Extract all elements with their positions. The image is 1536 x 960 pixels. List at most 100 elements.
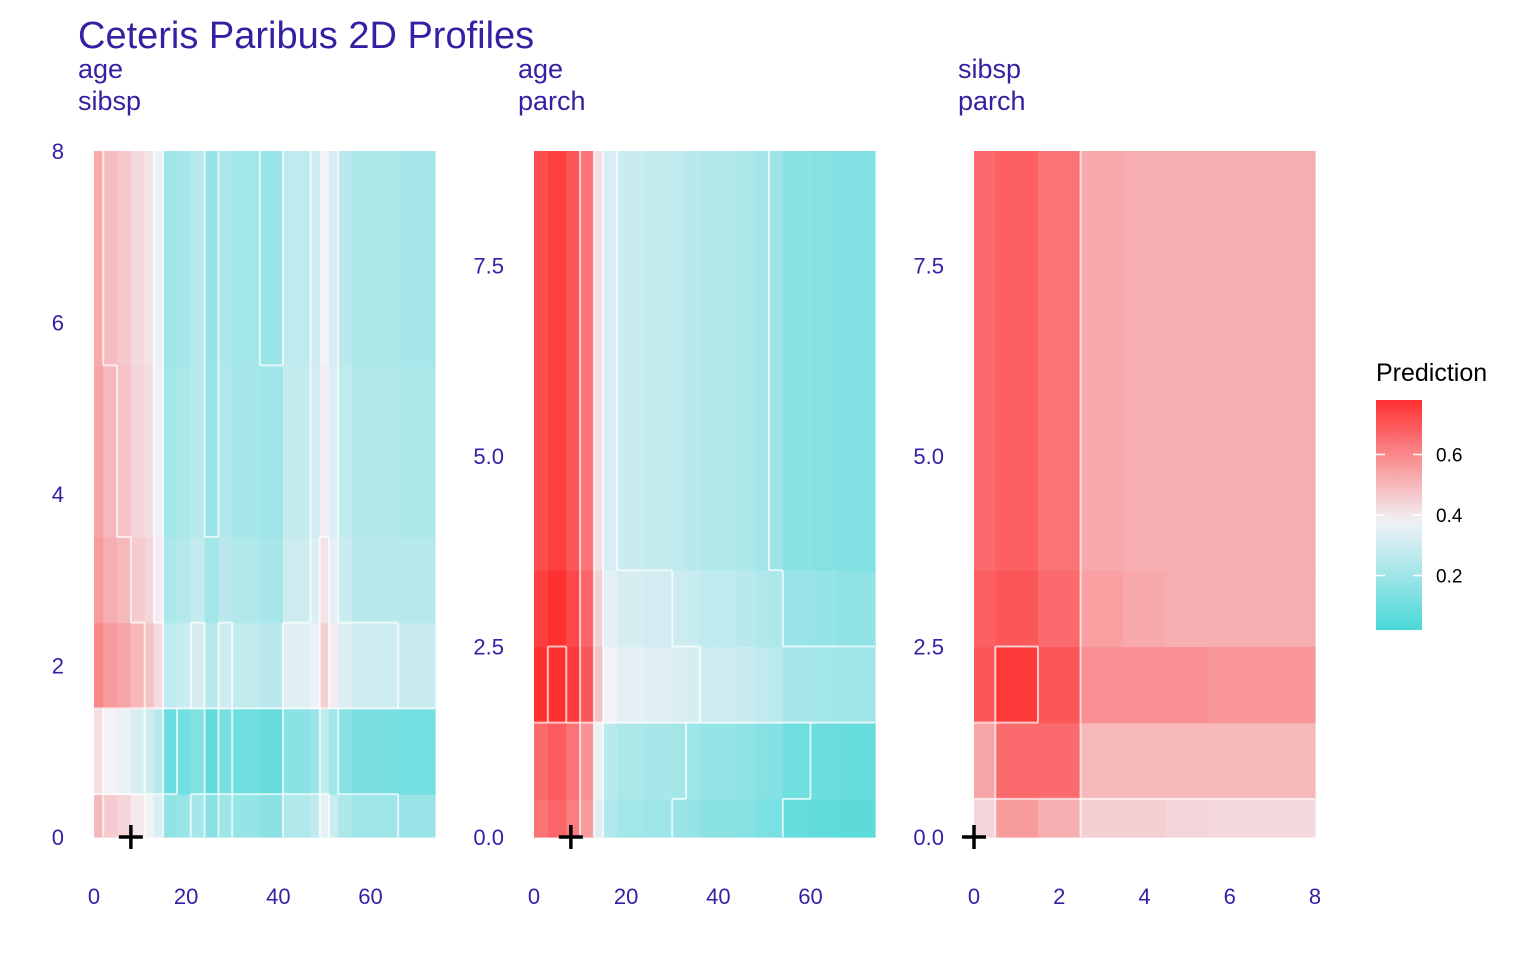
heatmap-tile — [974, 722, 996, 800]
heatmap-tile — [755, 798, 770, 838]
heatmap-tile — [782, 646, 812, 724]
heatmap-tile — [319, 794, 330, 838]
heatmap-tile — [103, 708, 118, 795]
heatmap-tile — [736, 722, 756, 800]
heatmap-tile — [282, 708, 312, 795]
heatmap-tile — [398, 365, 436, 538]
y-tick-label: 6 — [52, 311, 64, 336]
heatmap-tile — [672, 722, 687, 800]
heatmap-tile — [370, 536, 399, 624]
heatmap-tile — [259, 708, 284, 795]
heatmap-tile — [103, 365, 118, 538]
heatmap-tile — [94, 365, 104, 538]
heatmap-tile — [534, 151, 549, 571]
heatmap-tile — [259, 794, 284, 838]
heatmap-tile — [699, 151, 719, 571]
heatmap-tile — [338, 151, 353, 366]
heatmap-tile — [974, 570, 996, 648]
x-tick-label: 20 — [614, 884, 638, 909]
x-tick-label: 40 — [266, 884, 290, 909]
heatmap-tile — [130, 151, 146, 366]
heatmap-tile — [838, 570, 876, 648]
heatmap-tile — [103, 622, 118, 709]
heatmap-tile — [190, 622, 206, 709]
heatmap-tile — [603, 570, 618, 648]
heatmap-tile — [672, 570, 687, 648]
heatmap-tile — [782, 798, 812, 838]
heatmap-tile — [329, 708, 339, 795]
heatmap-tile — [838, 722, 876, 800]
heatmap-tile — [117, 536, 132, 624]
heatmap-tile — [370, 622, 399, 709]
heatmap-tile — [144, 151, 155, 366]
chart-title: Ceteris Paribus 2D Profiles — [78, 15, 534, 57]
heatmap-tile — [352, 708, 372, 795]
heatmap-tile — [1123, 151, 1167, 571]
heatmap-tile — [810, 798, 839, 838]
heatmap-tile — [398, 536, 436, 624]
heatmap-tile — [995, 722, 1039, 800]
heatmap-tile — [117, 622, 132, 709]
heatmap-tile — [282, 536, 312, 624]
heatmap-tile — [580, 151, 595, 571]
panel-subtitle: sibsp — [78, 86, 141, 116]
observation-marker — [962, 825, 986, 849]
legend-tick-label: 0.4 — [1436, 506, 1463, 527]
heatmap-tile — [130, 536, 146, 624]
heatmap-tile — [658, 798, 673, 838]
heatmap-tile — [995, 151, 1039, 571]
heatmap-tile — [1037, 151, 1082, 571]
heatmap-tile — [176, 708, 192, 795]
heatmap-tile — [547, 151, 567, 571]
heatmap-tile — [259, 365, 284, 538]
heatmap-tile — [310, 794, 321, 838]
x-tick-label: 0 — [968, 884, 980, 909]
heatmap-tile — [1080, 151, 1124, 571]
heatmap-tile — [658, 722, 673, 800]
heatmap-tile — [329, 794, 339, 838]
heatmap-tile — [310, 708, 321, 795]
heatmap-tile — [329, 536, 339, 624]
heatmap-tile — [810, 570, 839, 648]
x-tick-label: 60 — [358, 884, 382, 909]
heatmap-tile — [319, 536, 330, 624]
heatmap-tile — [163, 365, 178, 538]
heatmap-tile — [736, 646, 756, 724]
heatmap-tile — [259, 151, 284, 366]
y-tick-label: 4 — [52, 482, 64, 507]
x-tick-label: 40 — [706, 884, 730, 909]
heatmap-tile — [810, 646, 839, 724]
heatmap-tile — [319, 151, 330, 366]
heatmap-tile — [259, 536, 284, 624]
heatmap-tile — [566, 151, 581, 571]
heatmap-tile — [1208, 570, 1316, 648]
heatmap-tile — [547, 570, 567, 648]
heatmap-tile — [547, 798, 567, 838]
heatmap-tile — [718, 798, 738, 838]
y-tick-label: 5.0 — [913, 444, 944, 469]
y-tick-label: 0 — [52, 825, 64, 850]
y-tick-label: 0.0 — [473, 825, 504, 850]
heatmap-tile — [352, 794, 372, 838]
x-tick-label: 20 — [174, 884, 198, 909]
heatmap-tile — [130, 794, 146, 838]
heatmap-tile — [616, 570, 632, 648]
heatmap-tile — [838, 798, 876, 838]
heatmap-tile — [144, 708, 155, 795]
heatmap-tile — [204, 708, 220, 795]
heatmap-tile — [117, 794, 132, 838]
heatmap-tile — [593, 570, 604, 648]
heatmap-tile — [117, 365, 132, 538]
heatmap-tile — [310, 365, 321, 538]
heatmap-tile — [838, 151, 876, 571]
heatmap-tile — [329, 365, 339, 538]
heatmap-tile — [232, 708, 261, 795]
heatmap-tile — [1208, 646, 1316, 724]
heatmap-tile — [593, 646, 604, 724]
heatmap-tile — [1123, 722, 1167, 800]
heatmap-tile — [547, 722, 567, 800]
heatmap-tile — [630, 570, 646, 648]
heatmap-tile — [190, 708, 206, 795]
